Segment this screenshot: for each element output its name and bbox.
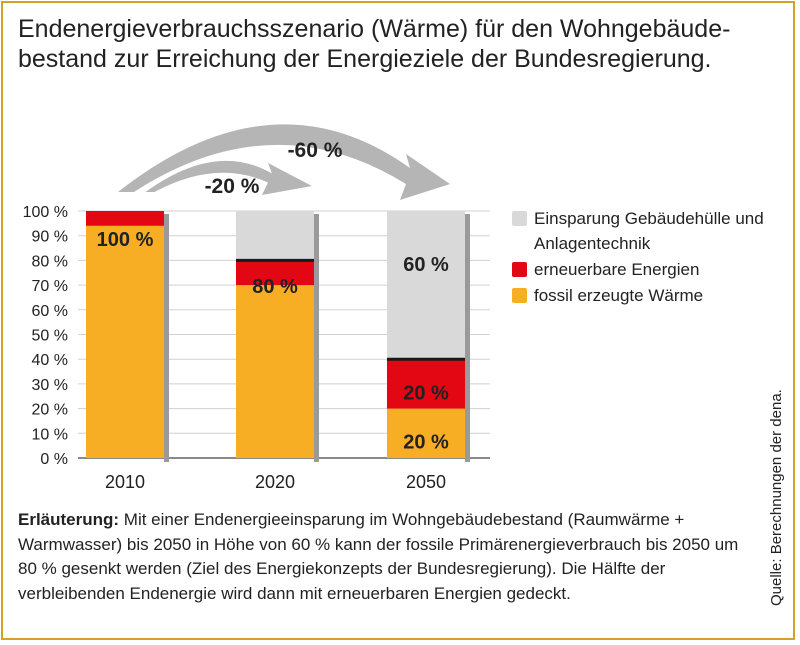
bar-segment-fossil [236, 285, 314, 458]
legend-item: fossil erzeugte Wärme [512, 283, 782, 308]
legend-label: fossil erzeugte Wärme [534, 286, 704, 305]
reduction-arrow-label: -20 % [205, 175, 260, 198]
legend-swatch [512, 262, 527, 277]
bar-segment-fossil [387, 408, 465, 458]
bars-layer [86, 211, 470, 462]
bar-shadow [465, 214, 470, 462]
arrows-layer [118, 124, 450, 200]
reduction-arrow-label: -60 % [288, 139, 343, 162]
bar-value-label: 60 % [403, 254, 449, 276]
bar-value-label: 20 % [403, 382, 449, 404]
y-tick-label: 80 % [32, 253, 68, 270]
chart-title: Endenergieverbrauchsszenario (Wärme) für… [18, 15, 731, 73]
legend-swatch [512, 288, 527, 303]
legend-swatch [512, 211, 527, 226]
bar-value-label: 20 % [403, 432, 449, 454]
bar-segment-fossil [86, 225, 164, 458]
y-tick-label: 0 % [40, 451, 68, 468]
legend-item: Einsparung Gebäudehülle und Anlagentechn… [512, 206, 782, 256]
y-tick-label: 50 % [32, 328, 68, 345]
y-tick-label: 100 % [23, 204, 68, 221]
note-lead: Erläuterung: [18, 510, 120, 529]
labels-layer: 2010 2020 2050 100 % 80 % 60 % 20 % 20 % -20 % -6… [97, 139, 449, 492]
x-category-label: 2010 [105, 472, 145, 492]
bar-segment-savings [236, 211, 314, 261]
y-tick-label: 60 % [32, 303, 68, 320]
legend: Einsparung Gebäudehülle und Anlagentechn… [512, 206, 782, 309]
legend-label: erneuerbare Energien [534, 260, 700, 279]
bar-shadow [314, 214, 319, 462]
bar-value-label: 80 % [252, 276, 298, 298]
x-category-label: 2020 [255, 472, 295, 492]
bar-shadow [164, 214, 169, 462]
bar-segment-savings [387, 211, 465, 360]
y-tick-label: 20 % [32, 402, 68, 419]
explanation-note: Erläuterung: Mit einer Endenergieeinspar… [18, 508, 758, 606]
bar-value-label: 100 % [97, 229, 154, 251]
bar-segment-renewable [236, 260, 314, 286]
note-text: Mit einer Endenergieeinsparung im Wohnge… [18, 510, 739, 603]
bar-segment-renewable [387, 359, 465, 409]
y-tick-label: 40 % [32, 352, 68, 369]
y-tick-label: 70 % [32, 278, 68, 295]
x-category-label: 2050 [406, 472, 446, 492]
legend-label: Einsparung Gebäudehülle und Anlagentechn… [534, 209, 764, 253]
source-note: Quelle: Berechnungen der dena. [768, 389, 785, 606]
y-tick-label: 10 % [32, 426, 68, 443]
y-tick-label: 30 % [32, 377, 68, 394]
bar-segment-renewable [86, 211, 164, 226]
legend-item: erneuerbare Energien [512, 257, 782, 282]
arrow-2010-2050 [118, 124, 450, 200]
arrow-2010-2020 [145, 160, 312, 195]
y-tick-label: 90 % [32, 229, 68, 246]
